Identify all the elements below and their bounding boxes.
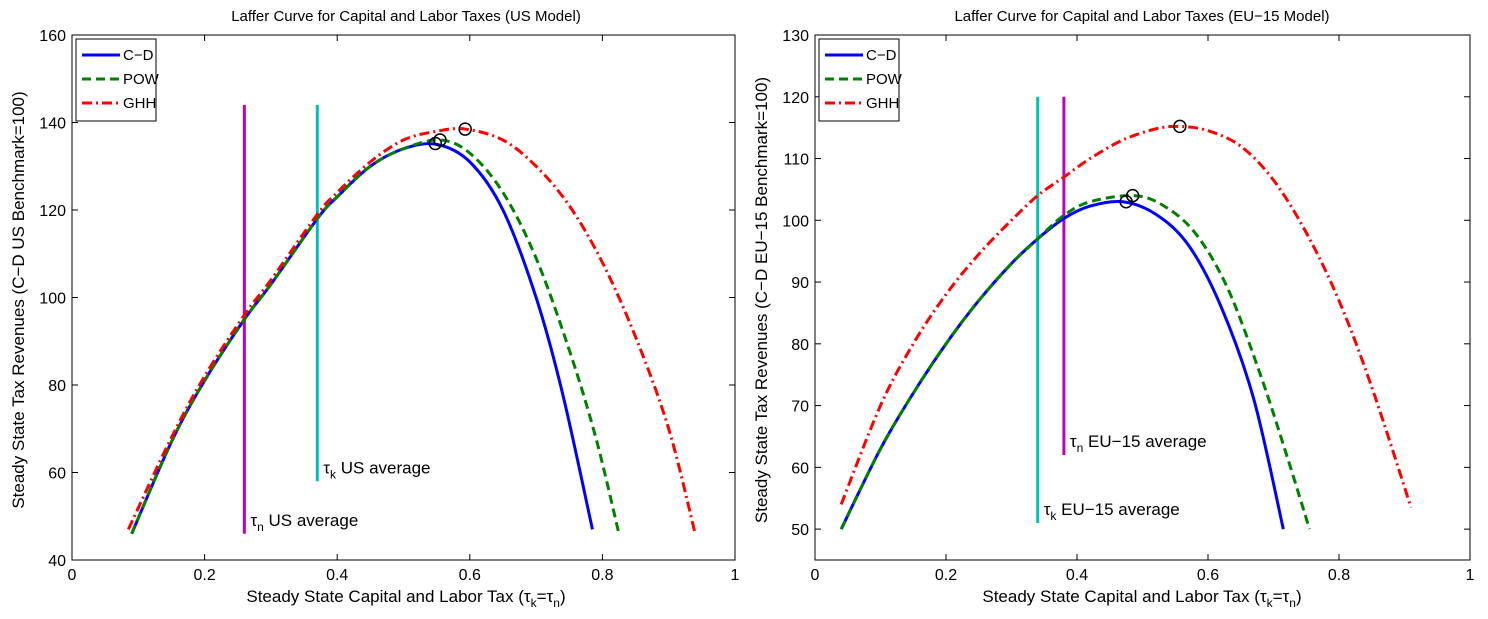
average-annotation: τk EU−15 average [1044,500,1180,523]
series-line-ghh [839,124,1413,508]
series-line-pow [130,138,621,535]
legend-label: C−D [866,47,897,64]
peak-marker [433,133,447,147]
legend-label: POW [123,71,160,88]
legend-label: POW [866,71,903,88]
series-line-pow [839,194,1311,530]
legend: C−D POW GHH [75,38,160,122]
eu15-model-chart: Laffer Curve for Capital and Labor Taxes… [752,8,1475,610]
legend-label: C−D [123,47,154,64]
average-annotation: τn US average [250,511,358,534]
y-tick-label: 60 [791,460,809,477]
x-tick-label: 0.8 [1328,567,1350,584]
y-tick-label: 120 [39,203,66,220]
x-tick-label: 0.2 [935,567,957,584]
y-tick-label: 70 [791,399,809,416]
x-tick-label: 0.6 [459,567,481,584]
legend-label: GHH [123,95,156,112]
y-tick-label: 130 [782,28,809,45]
plot-area-frame [814,34,1471,561]
y-tick-label: 90 [791,275,809,292]
x-tick-label: 0 [68,567,77,584]
y-tick-label: 140 [39,116,66,133]
y-tick-label: 100 [782,213,809,230]
x-axis-label: Steady State Capital and Labor Tax (τk=τ… [246,587,565,610]
x-tick-label: 0.4 [326,567,348,584]
legend-label: GHH [866,95,899,112]
x-tick-label: 0 [811,567,820,584]
y-tick-label: 40 [48,553,66,570]
x-axis-label: Steady State Capital and Labor Tax (τk=τ… [982,587,1301,610]
y-tick-label: 120 [782,90,809,107]
x-tick-label: 1 [1466,567,1475,584]
x-tick-label: 0.8 [591,567,613,584]
legend: C−D POW GHH [818,38,903,122]
y-tick-label: 110 [783,152,809,169]
y-tick-label: 60 [48,466,66,483]
peak-marker [1173,119,1187,134]
x-tick-label: 0.6 [1197,567,1219,584]
peak-marker [458,122,472,136]
x-tick-label: 0.4 [1066,567,1088,584]
y-tick-label: 80 [791,337,809,354]
average-annotation: τk US average [323,458,430,481]
chart-title: Laffer Curve for Capital and Labor Taxes… [231,8,581,25]
chart-title: Laffer Curve for Capital and Labor Taxes… [954,8,1329,25]
y-axis-label: Steady State Tax Revenues (C−D US Benchm… [9,91,28,508]
y-tick-label: 100 [39,291,66,308]
us-model-chart: Laffer Curve for Capital and Labor Taxes… [9,8,740,610]
average-annotation: τn EU−15 average [1070,432,1207,455]
series-line-ghh [126,127,697,535]
y-axis-label: Steady State Tax Revenues (C−D EU−15 Ben… [752,77,771,523]
y-tick-label: 160 [39,28,66,45]
y-tick-label: 50 [791,522,809,539]
x-tick-label: 1 [731,567,740,584]
x-tick-label: 0.2 [193,567,215,584]
y-tick-label: 80 [48,378,66,395]
peak-marker [1125,188,1140,203]
